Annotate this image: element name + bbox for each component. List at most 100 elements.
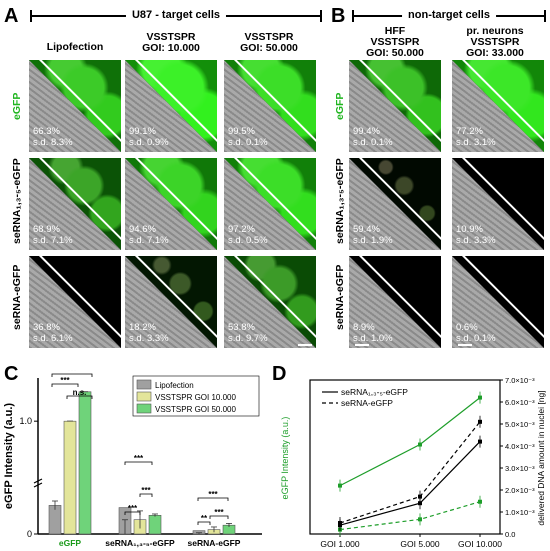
bar-2-1 [63,420,77,535]
significance-label: n.s. [73,388,87,397]
percentage-value: 68.9% [33,224,60,235]
x-category-label: seRNA₁,₃-₅-eGFP [105,538,175,548]
panel-label-d: D [272,363,287,385]
col-header-b-1: HFF VSSTSPR GOI: 50.000 [366,25,424,59]
col-header-b-2: pr. neurons VSSTSPR GOI: 33.000 [466,25,524,59]
tile-b-r3-c1: 8.9% s.d. 1.0% [349,256,441,348]
legend-swatch [136,391,152,402]
percentage-value: 59.4% [353,224,380,235]
significance-label: *** [208,490,218,499]
data-point [418,501,422,506]
y2-tick-label: 2.0×10⁻³ [505,486,535,495]
sd-value: s.d. 3.3% [129,333,169,344]
legend-label: VSSTSPR GOI 50.000 [155,405,236,414]
axis-break [33,478,43,484]
percentage-label: 8.9% s.d. 1.0% [353,322,393,344]
tile-a-r3-c3: 53.8% s.d. 9.7% [224,256,316,348]
percentage-value: 0.6% [456,322,478,333]
panel-label-c: C [4,363,19,385]
percentage-label: 77.2% s.d. 3.1% [456,126,496,148]
sd-value: s.d. 1.0% [353,333,393,344]
legend-label-1: seRNA₁,₃-₅-eGFP [341,387,408,397]
significance-label: *** [60,376,70,385]
sd-value: s.d. 6.1% [33,333,73,344]
bar-3-2 [148,515,162,535]
sd-value: s.d. 0.1% [456,333,496,344]
legend-label-2: seRNA-eGFP [341,398,393,408]
percentage-value: 66.3% [33,126,60,137]
group-bracket-u87: U87 - target cells [30,9,322,22]
y2-tick-label: 1.0×10⁻³ [505,508,535,517]
series-line-1 [339,397,481,487]
sd-value: s.d. 0.5% [228,235,268,246]
percentage-label: 68.9% s.d. 7.1% [33,224,73,246]
row-label-a-serna: seRNA-eGFP [11,264,23,330]
legend-swatch [136,379,152,390]
x-tick-label: GOI 1.000 [320,539,359,549]
series-line-3 [339,441,481,526]
data-point [478,439,482,444]
row-label-b-serna: seRNA-eGFP [334,264,346,330]
tile-b-r2-c2: 10.9% s.d. 3.3% [452,158,544,250]
bar-chart: 0 1.0 eGFP Intensity (a.u.) eGFP seRNA₁,₃-₅-… [3,370,262,548]
y-tick-label: 0 [27,529,32,539]
percentage-value: 36.8% [33,322,60,333]
percentage-label: 36.8% s.d. 6.1% [33,322,73,344]
group-label-u87: U87 - target cells [125,9,227,21]
sd-value: s.d. 3.1% [456,137,496,148]
panel-label-a: A [4,5,19,27]
percentage-value: 53.8% [228,322,255,333]
significance-bracket [197,521,211,525]
tile-a-r2-c2: 94.6% s.d. 7.1% [125,158,217,250]
data-point [478,419,482,424]
percentage-value: 8.9% [353,322,375,333]
sd-value: s.d. 7.1% [129,235,169,246]
tile-a-r3-c1: 36.8% s.d. 6.1% [29,256,121,348]
significance-label: *** [141,486,151,495]
plot-frame [309,379,501,535]
y-axis-label: eGFP Intensity (a.u.) [280,417,290,500]
tile-b-r1-c1: 99.4% s.d. 0.1% [349,60,441,152]
significance-bracket [197,497,229,501]
significance-label: *** [134,454,144,463]
percentage-label: 18.2% s.d. 3.3% [129,322,169,344]
tile-b-r1-c2: 77.2% s.d. 3.1% [452,60,544,152]
y-tick-label: 1.0 [19,416,32,426]
y2-tick-label: 0.0 [505,530,515,539]
col-header-a-1: Lipofection [46,41,104,53]
sd-value: s.d. 9.7% [228,333,268,344]
data-point [418,517,422,522]
percentage-label: 59.4% s.d. 1.9% [353,224,393,246]
percentage-value: 97.2% [228,224,255,235]
significance-bracket [209,515,229,519]
legend-label: Lipofection [155,381,194,390]
x-category-label: seRNA-eGFP [188,538,241,548]
percentage-label: 99.4% s.d. 0.1% [353,126,393,148]
data-point [478,499,482,504]
significance-label: *** [67,370,77,375]
tile-a-r1-c3: 99.5% s.d. 0.1% [224,60,316,152]
significance-label: *** [128,504,138,513]
scale-bar [458,344,472,346]
percentage-label: 10.9% s.d. 3.3% [456,224,496,246]
row-label-a-sernar135: seRNA₁,₃-₅-eGFP [11,158,23,244]
significance-bracket [66,395,93,399]
data-point [338,521,342,525]
percentage-label: 0.6% s.d. 0.1% [456,322,496,344]
legend: Lipofection VSSTSPR GOI 10.000 VSSTSPR GOI… [132,375,260,417]
group-bracket-nontarget: non-target cells [352,9,546,22]
legend-swatch [136,403,152,414]
significance-bracket [51,373,93,377]
significance-label: *** [214,508,224,517]
data-point [418,494,422,499]
row-label-b-egfp: eGFP [334,92,346,120]
tile-a-r3-c2: 18.2% s.d. 3.3% [125,256,217,348]
x-tick-label: GOI 10.000 [458,539,502,549]
panel-label-b: B [331,5,346,27]
percentage-value: 10.9% [456,224,483,235]
y2-tick-label: 3.0×10⁻³ [505,464,535,473]
data-point [478,395,482,400]
tile-a-r1-c2: 99.1% s.d. 0.9% [125,60,217,152]
